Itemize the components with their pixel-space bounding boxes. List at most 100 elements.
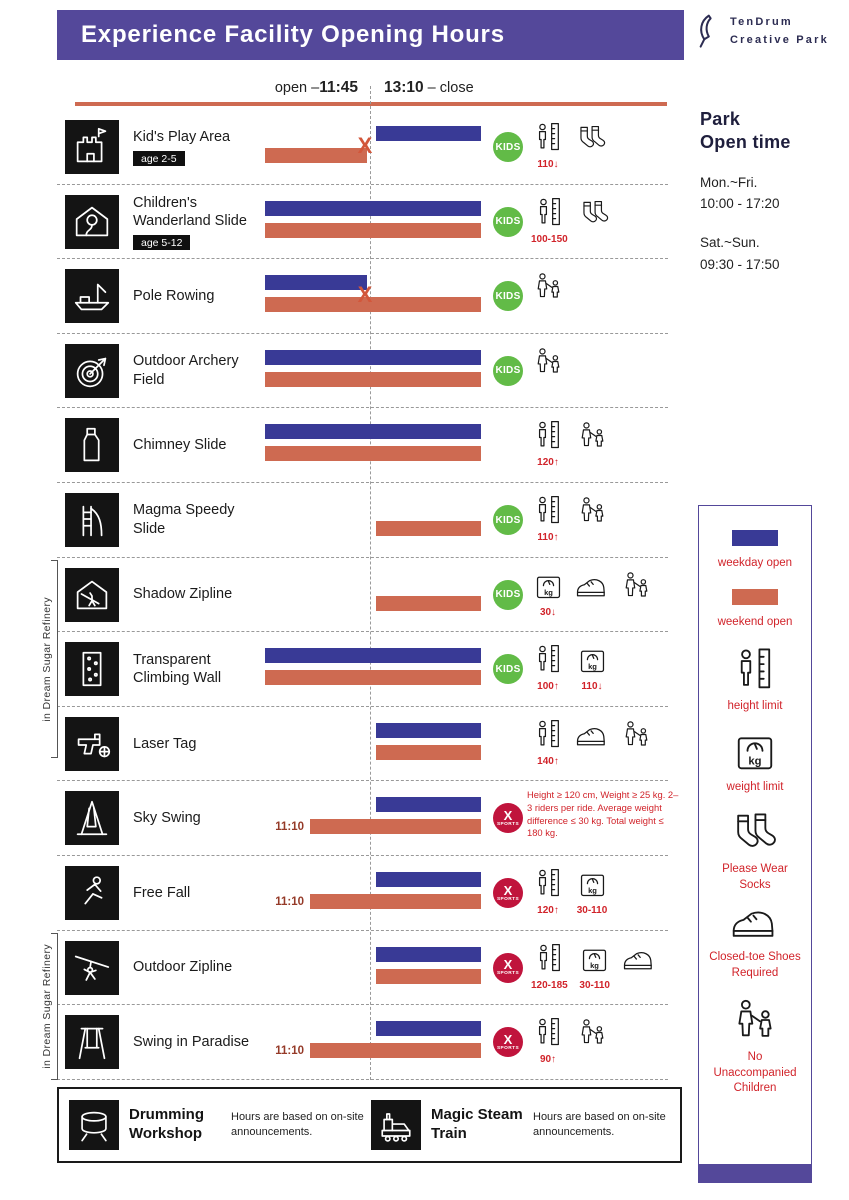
legend-items: weekday open weekend open height limit kg we… — [699, 506, 811, 1114]
bracket-line — [51, 560, 58, 758]
x-sports-text: SPORTS — [496, 971, 520, 977]
facility-name: Swing in Paradise — [133, 1034, 250, 1051]
footer-item-note: Hours are based on on-site announcements… — [533, 1111, 666, 1138]
legend-label: Closed-toe Shoes Required — [709, 951, 801, 979]
weight-limit-icon: kg — [579, 871, 606, 903]
limit-value: 90↑ — [539, 1054, 557, 1066]
midday-divider-line — [370, 86, 371, 1080]
height-limit-cell: 90↑ — [531, 1017, 565, 1067]
closed-x-mark: X — [357, 282, 373, 308]
facility-row-outdoor-archery-field: Outdoor Archery Field KIDS — [57, 334, 668, 409]
children-s-wanderland-slide-icon — [65, 194, 119, 249]
limit-icons: 140↑ — [531, 719, 653, 769]
height-limit-icon — [535, 420, 562, 455]
facility-name: Laser Tag — [133, 735, 197, 752]
facility-row-outdoor-zipline: Outdoor Zipline X SPORTS 120-185 kg 30-110 — [57, 931, 668, 1006]
svg-text:kg: kg — [588, 662, 597, 671]
kids-badge: KIDS — [493, 579, 523, 610]
weekend-open-bar — [376, 595, 481, 611]
facility-name: Children's Wanderland Slide — [133, 194, 247, 230]
facility-name: Magma Speedy Slide — [133, 502, 235, 538]
weekend-open-bar — [310, 894, 481, 909]
weekday-open-bar — [265, 349, 481, 365]
weekend-open-swatch — [732, 588, 778, 605]
facility-name-box: Sky Swing — [133, 781, 259, 856]
adult-supervision-cell — [531, 271, 565, 321]
drum-icon — [69, 1100, 119, 1150]
limit-icons: 90↑ — [531, 1017, 609, 1067]
weekday-open-bar — [376, 946, 481, 962]
facility-name: Kid's Play Area — [133, 129, 231, 146]
limit-icons — [531, 346, 565, 396]
magma-speedy-slide-icon — [65, 493, 119, 547]
bracket-line — [51, 933, 58, 1080]
facility-name: Sky Swing — [133, 810, 201, 827]
facility-name-box: Transparent Climbing Wall — [133, 632, 259, 707]
free-fall-icon — [65, 866, 119, 920]
x-sports-badge: X SPORTS — [493, 952, 523, 983]
adult-supervision-cell — [575, 1017, 609, 1067]
facility-row-laser-tag: Laser Tag 140↑ — [57, 707, 668, 782]
announcement-box: Drumming Workshop Hours are based on on-s… — [57, 1087, 682, 1163]
socks-cell — [578, 197, 612, 247]
timeline-close-label: 13:10 – close — [384, 79, 534, 97]
park-title-line1: Park — [700, 109, 741, 129]
adult-supervision-icon — [534, 272, 563, 306]
weekend-label: Sat.~Sun. — [700, 234, 760, 250]
weekend-open-bar — [265, 222, 481, 238]
height-limit-icon — [535, 868, 562, 903]
weekday-open-swatch — [732, 530, 778, 546]
brand-text: TenDrum Creative Park — [730, 14, 829, 49]
weekend-start-time: 11:10 — [275, 896, 304, 908]
limit-value: 110↓ — [537, 159, 559, 170]
kid-s-play-area-icon — [65, 120, 119, 174]
svg-text:kg: kg — [748, 755, 761, 767]
facility-row-children-s-wanderland-slide: Children's Wanderland Slide age 5-12 KIDS 1… — [57, 185, 668, 260]
x-sports-text: SPORTS — [496, 821, 520, 827]
legend-label: weight limit — [726, 780, 784, 793]
facility-row-swing-in-paradise: Swing in Paradise 11:10 X SPORTS 90↑ — [57, 1005, 668, 1080]
facility-name-box: Laser Tag — [133, 707, 259, 782]
facility-name-box: Chimney Slide — [133, 408, 259, 483]
x-sports-badge: X SPORTS — [493, 878, 523, 908]
height-limit-cell: 120↑ — [531, 868, 565, 918]
limit-icons: 110↓ — [531, 122, 609, 172]
socks-cell — [575, 122, 609, 172]
swing-in-paradise-icon — [65, 1015, 119, 1070]
brand-subname: Creative Park — [730, 34, 829, 46]
closed-toe-shoes-icon — [730, 910, 779, 942]
limit-value: 140↑ — [537, 755, 559, 767]
weekday-open-bar — [265, 200, 481, 216]
limit-value: 120-185 — [531, 979, 568, 991]
limit-value: 120↑ — [537, 457, 559, 469]
height-limit-icon — [535, 122, 562, 157]
legend-bottom-bar — [699, 1164, 811, 1182]
weight-limit-icon: kg — [535, 573, 562, 605]
weekday-open-bar — [265, 275, 367, 291]
weekday-open-bar — [376, 872, 481, 887]
limit-value: 30-110 — [579, 979, 610, 991]
x-sports-x: X — [503, 882, 513, 898]
limit-icons: kg 30↓ — [531, 570, 653, 620]
height-limit-icon — [535, 644, 562, 679]
weight-limit-cell: kg 30-110 — [575, 868, 609, 918]
socks-icon — [580, 200, 610, 232]
shadow-zipline-icon — [65, 567, 119, 622]
weight-limit-cell: kg 30-110 — [578, 943, 612, 993]
limit-icons: 120-185 kg 30-110 — [531, 943, 656, 993]
facility-name: Outdoor Archery Field — [133, 353, 239, 389]
facility-name: Pole Rowing — [133, 288, 215, 305]
limit-icons: 100-150 — [531, 197, 612, 247]
x-sports-badge: X SPORTS — [493, 1027, 523, 1058]
facility-name: Chimney Slide — [133, 437, 227, 454]
adult-supervision-icon — [578, 496, 607, 530]
age-badge: age 2-5 — [133, 151, 185, 167]
facility-name-box: Outdoor Archery Field — [133, 334, 259, 409]
limit-icons: 100↑ kg 110↓ — [531, 644, 609, 694]
limit-icons: 120↑ kg 30-110 — [531, 868, 609, 918]
brand-logo: TenDrum Creative Park — [692, 12, 829, 52]
height-limit-cell: 100-150 — [531, 197, 568, 247]
adult-supervision-icon — [534, 347, 563, 381]
weekday-open-bar — [376, 1021, 481, 1037]
